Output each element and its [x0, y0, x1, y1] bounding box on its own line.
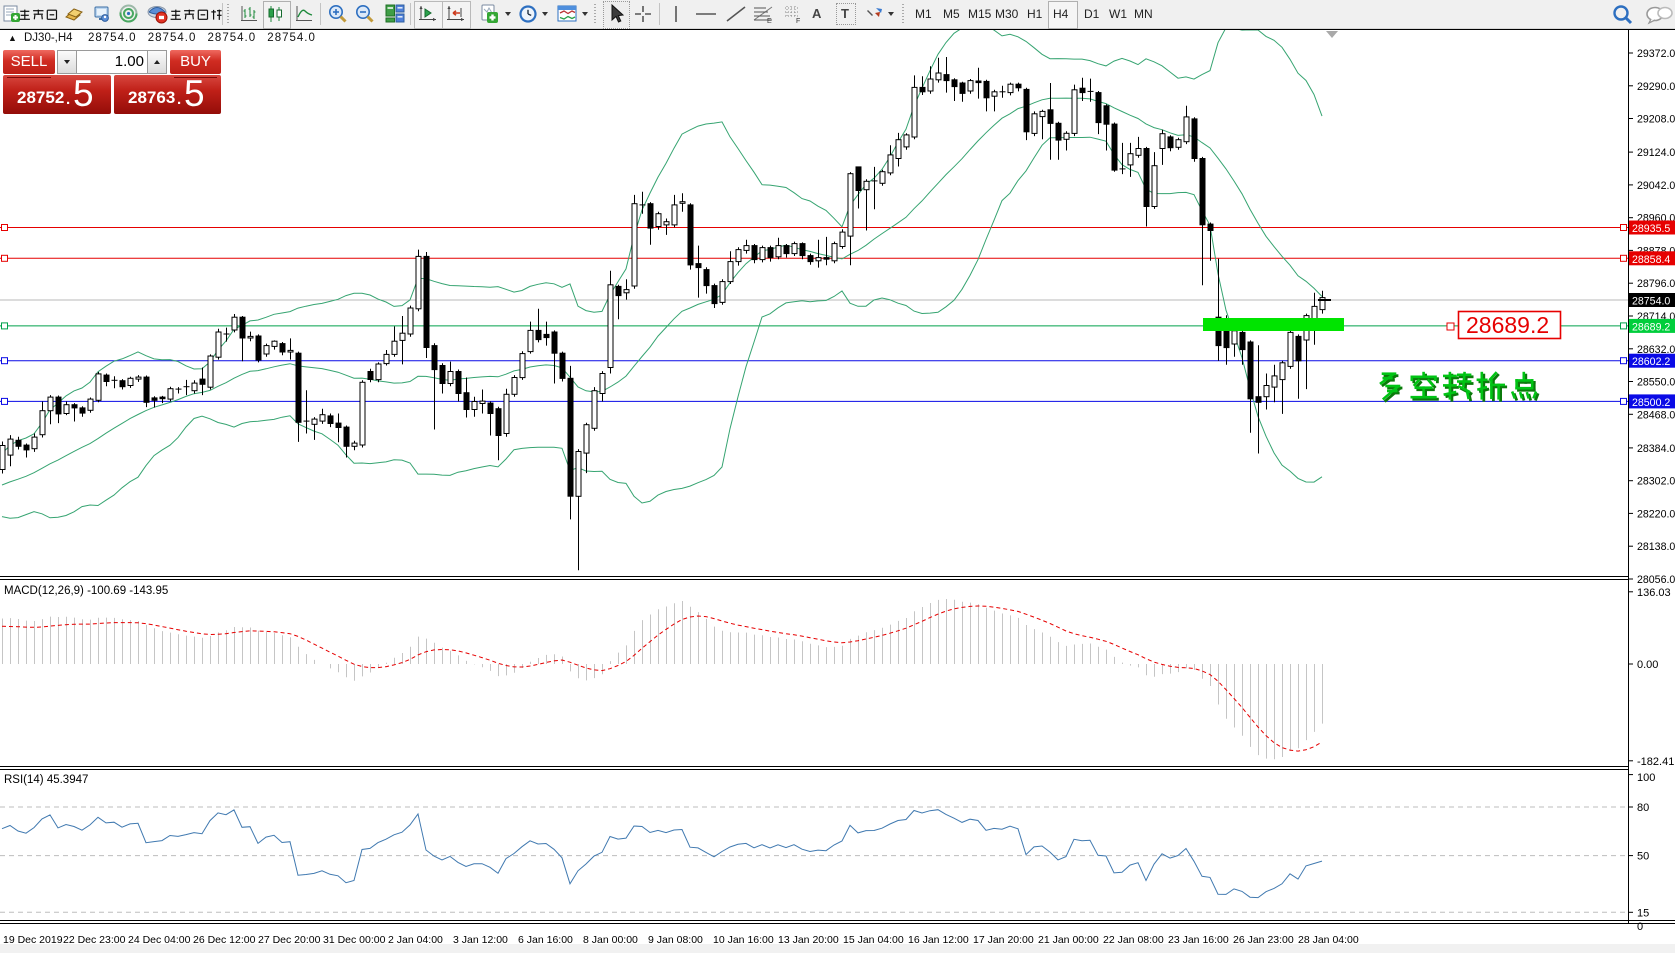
svg-text:10 Jan 16:00: 10 Jan 16:00 — [713, 934, 774, 946]
svg-text:22 Jan 08:00: 22 Jan 08:00 — [1103, 934, 1164, 946]
svg-text:-182.41: -182.41 — [1637, 756, 1674, 768]
svg-text:23 Jan 16:00: 23 Jan 16:00 — [1168, 934, 1229, 946]
svg-text:29290.0: 29290.0 — [1637, 81, 1675, 93]
svg-text:24 Dec 04:00: 24 Dec 04:00 — [128, 934, 191, 946]
svg-text:100: 100 — [1637, 772, 1655, 784]
svg-text:28550.0: 28550.0 — [1637, 377, 1675, 389]
svg-text:27 Dec 20:00: 27 Dec 20:00 — [258, 934, 321, 946]
svg-text:29124.0: 29124.0 — [1637, 147, 1675, 159]
svg-text:28689.2: 28689.2 — [1466, 312, 1549, 338]
svg-text:17 Jan 20:00: 17 Jan 20:00 — [973, 934, 1034, 946]
svg-text:26 Jan 23:00: 26 Jan 23:00 — [1233, 934, 1294, 946]
svg-text:15: 15 — [1637, 907, 1649, 919]
svg-text:28138.0: 28138.0 — [1637, 541, 1675, 553]
svg-text:28935.5: 28935.5 — [1632, 223, 1670, 235]
svg-text:28632.0: 28632.0 — [1637, 344, 1675, 356]
svg-text:3 Jan 12:00: 3 Jan 12:00 — [453, 934, 508, 946]
svg-text:29042.0: 29042.0 — [1637, 180, 1675, 192]
svg-text:22 Dec 23:00: 22 Dec 23:00 — [63, 934, 126, 946]
svg-text:28 Jan 04:00: 28 Jan 04:00 — [1298, 934, 1359, 946]
svg-text:F: F — [796, 18, 800, 24]
svg-text:80: 80 — [1637, 802, 1649, 814]
svg-text:28056.0: 28056.0 — [1637, 574, 1675, 586]
svg-text:28689.2: 28689.2 — [1632, 321, 1670, 333]
svg-text:15 Jan 04:00: 15 Jan 04:00 — [843, 934, 904, 946]
svg-text:136.03: 136.03 — [1637, 587, 1671, 599]
svg-text:28384.0: 28384.0 — [1637, 443, 1675, 455]
svg-text:16 Jan 12:00: 16 Jan 12:00 — [908, 934, 969, 946]
svg-text:31 Dec 00:00: 31 Dec 00:00 — [323, 934, 386, 946]
svg-text:E: E — [767, 18, 772, 24]
svg-text:MACD(12,26,9) -100.69 -143.95: MACD(12,26,9) -100.69 -143.95 — [4, 585, 168, 597]
svg-text:28796.0: 28796.0 — [1637, 278, 1675, 290]
svg-text:29208.0: 29208.0 — [1637, 114, 1675, 126]
svg-text:19 Dec 2019: 19 Dec 2019 — [3, 934, 63, 946]
svg-text:28858.4: 28858.4 — [1632, 254, 1670, 266]
svg-text:RSI(14) 45.3947: RSI(14) 45.3947 — [4, 774, 88, 786]
svg-text:26 Dec 12:00: 26 Dec 12:00 — [193, 934, 256, 946]
svg-text:28220.0: 28220.0 — [1637, 508, 1675, 520]
svg-text:6 Jan 16:00: 6 Jan 16:00 — [518, 934, 573, 946]
svg-text:13 Jan 20:00: 13 Jan 20:00 — [778, 934, 839, 946]
svg-text:28754.0: 28754.0 — [1632, 296, 1670, 308]
svg-text:9 Jan 08:00: 9 Jan 08:00 — [648, 934, 703, 946]
svg-text:0: 0 — [1637, 921, 1643, 933]
svg-text:8 Jan 00:00: 8 Jan 00:00 — [583, 934, 638, 946]
svg-text:2 Jan 04:00: 2 Jan 04:00 — [388, 934, 443, 946]
svg-text:28602.2: 28602.2 — [1632, 356, 1670, 368]
svg-text:28500.2: 28500.2 — [1632, 397, 1670, 409]
svg-text:28468.0: 28468.0 — [1637, 409, 1675, 421]
svg-text:21 Jan 00:00: 21 Jan 00:00 — [1038, 934, 1099, 946]
svg-text:29372.0: 29372.0 — [1637, 48, 1675, 60]
svg-text:50: 50 — [1637, 851, 1649, 863]
svg-text:0.00: 0.00 — [1637, 659, 1658, 671]
svg-text:28302.0: 28302.0 — [1637, 476, 1675, 488]
